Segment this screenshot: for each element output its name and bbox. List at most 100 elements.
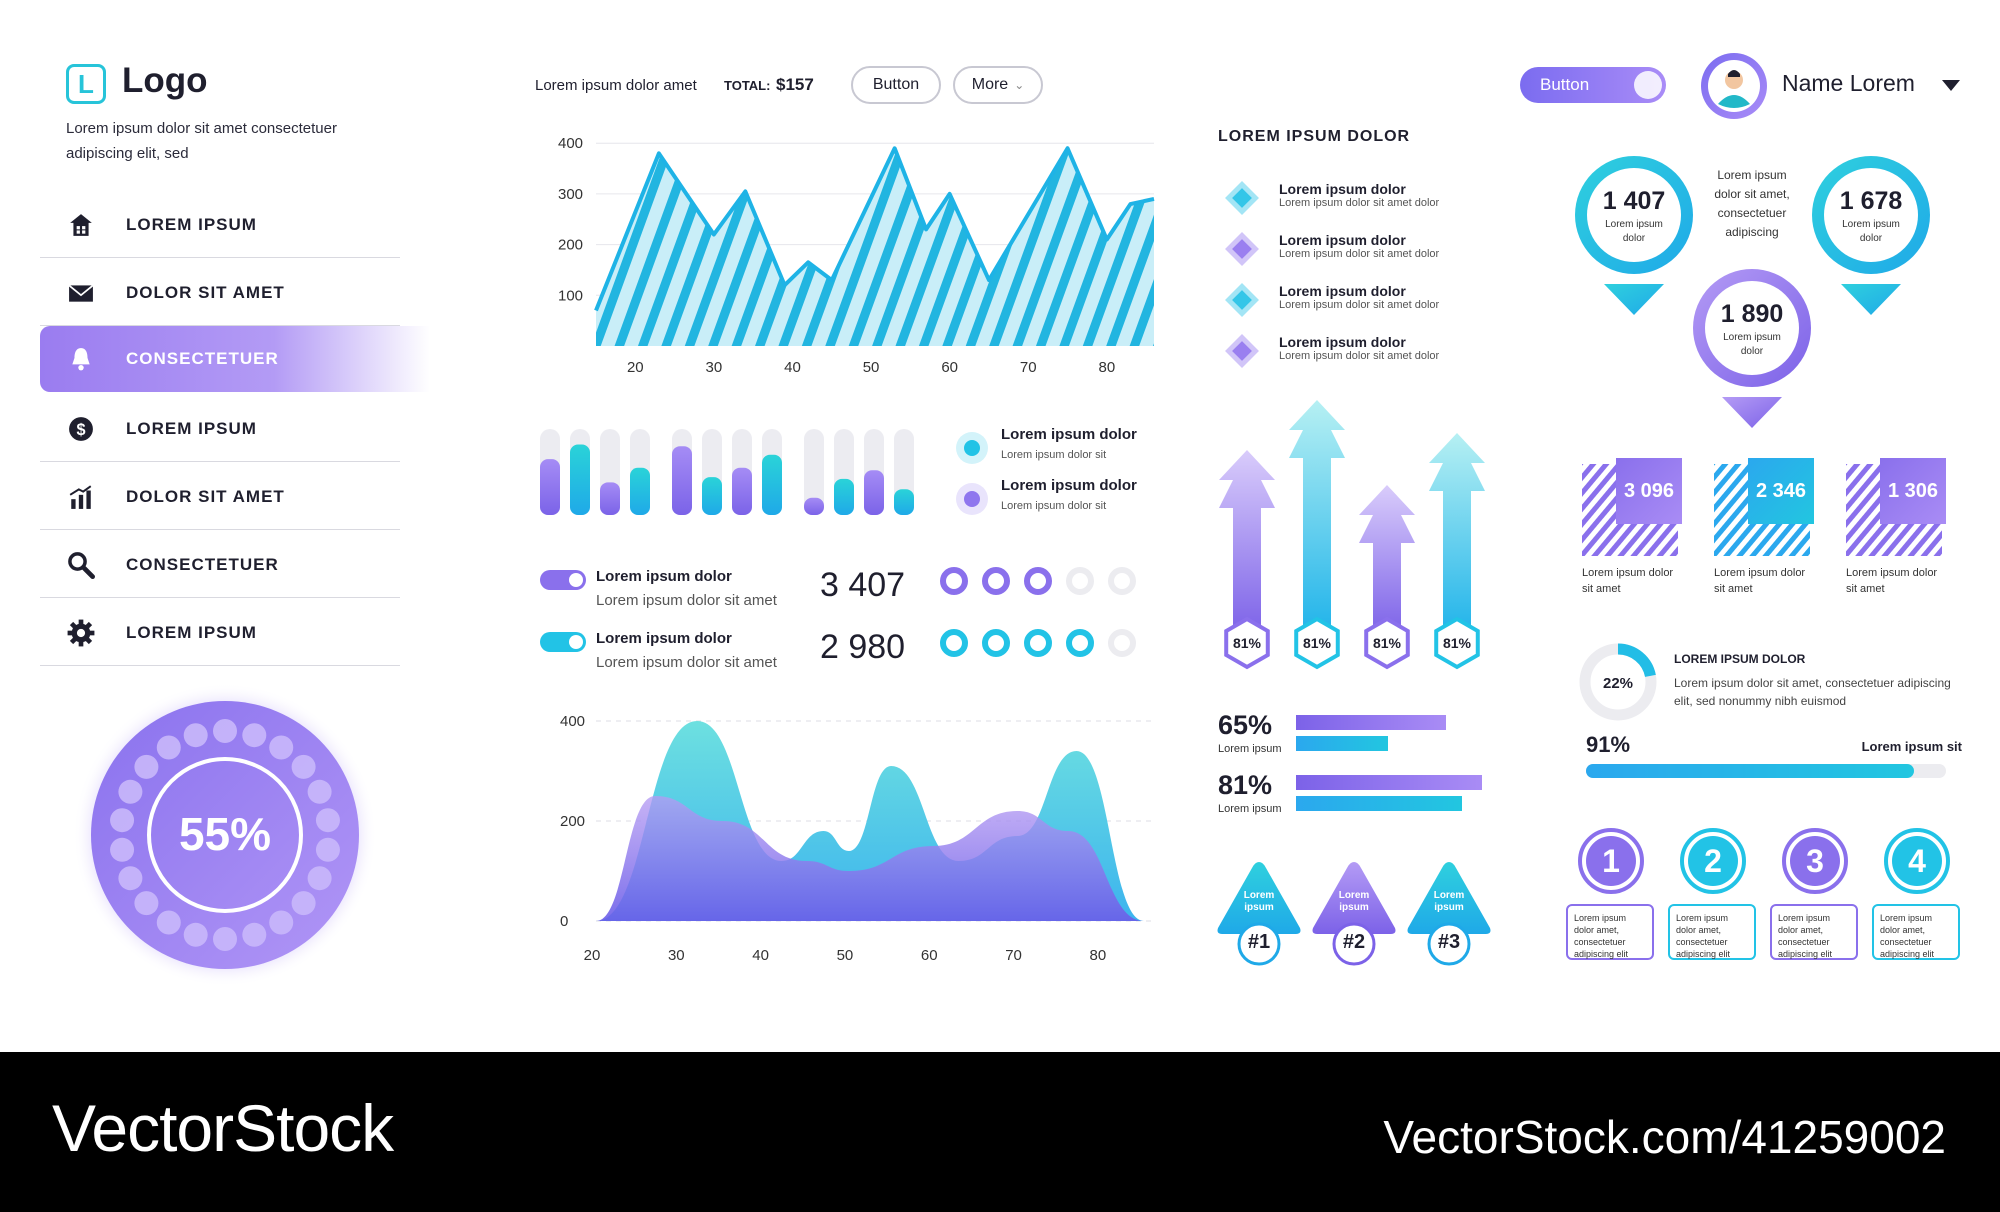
logo-text: Logo	[122, 61, 208, 100]
step-number: 4	[1892, 836, 1942, 886]
gauge-dot	[242, 922, 267, 947]
sidebar-item-label: CONSECTETUER	[126, 349, 279, 368]
tagline: Lorem ipsum dolor sit amet consectetuer …	[66, 120, 337, 162]
step-badge: 3	[1782, 828, 1848, 894]
list-item-subtitle: Lorem ipsum dolor sit amet dolor	[1279, 248, 1440, 260]
square-caption: Lorem ipsum dolor sit amet	[1846, 567, 1938, 595]
hbar-percent: 81%	[1218, 770, 1273, 800]
step-badge: 2	[1680, 828, 1746, 894]
donut-title: LOREM IPSUM DOLOR	[1674, 652, 1806, 666]
list-item-title: Lorem ipsum dolor	[1279, 232, 1406, 248]
svg-text:$: $	[76, 420, 85, 438]
mail-icon	[66, 278, 96, 308]
x-tick-label: 80	[1090, 947, 1107, 964]
square-value: 3 096	[1623, 480, 1675, 502]
pin-subtitle: Lorem ipsum dolor	[1842, 219, 1900, 244]
dollar-icon: $	[66, 414, 96, 444]
rating-dot	[982, 629, 1010, 657]
summary-text: Lorem ipsum dolor amet	[535, 77, 697, 94]
gauge-dot	[269, 735, 294, 760]
hexagon-badge	[1364, 616, 1410, 670]
step-text: Lorem ipsum dolor amet, consectetuer adi…	[1770, 904, 1858, 960]
hbar-fill-cyan	[1296, 796, 1462, 811]
arrow-percent: 81%	[1373, 635, 1402, 651]
donut-text: Lorem ipsum dolor sit amet, consectetuer…	[1674, 676, 1951, 708]
progress-label: Lorem ipsum sit	[1861, 739, 1962, 754]
bar-track	[804, 429, 824, 515]
progress-track	[1586, 764, 1946, 778]
y-tick-label: 200	[558, 237, 583, 254]
row-subtitle: Lorem ipsum dolor sit amet	[596, 592, 777, 609]
arrow-percent: 81%	[1303, 635, 1332, 651]
progress-value: 91%	[1586, 732, 1631, 757]
square-value: 1 306	[1887, 480, 1939, 502]
gauge-dot	[269, 910, 294, 935]
toggle-button[interactable]: Button	[1520, 67, 1666, 103]
bar	[762, 454, 782, 515]
arrow-shape	[1219, 450, 1275, 635]
more-dropdown[interactable]: More ⌄	[953, 66, 1043, 104]
total-value: $157	[776, 75, 814, 94]
triangle-text: Lorem ipsum	[1243, 890, 1275, 913]
legend-subtitle: Lorem ipsum dolor sit	[1001, 500, 1107, 512]
x-tick-label: 70	[1020, 359, 1037, 376]
hbar-fill-purple	[1296, 715, 1446, 730]
step-number: 3	[1790, 836, 1840, 886]
list-item-title: Lorem ipsum dolor	[1279, 283, 1406, 299]
gauge-dot	[134, 891, 159, 916]
stat-square-graphic	[1714, 458, 1818, 558]
gauge-dot	[118, 779, 143, 804]
sidebar-item-1[interactable]: DOLOR SIT AMET	[40, 260, 400, 326]
hexagon-badge	[1434, 616, 1480, 670]
bar	[600, 482, 620, 515]
sidebar-item-4[interactable]: DOLOR SIT AMET	[40, 464, 400, 530]
toggle-switch[interactable]	[540, 570, 586, 590]
avatar[interactable]	[1700, 52, 1768, 120]
list-item-subtitle: Lorem ipsum dolor sit amet dolor	[1279, 197, 1440, 209]
sidebar-item-5[interactable]: CONSECTETUER	[40, 532, 400, 598]
bar	[672, 446, 692, 515]
wave-area-chart: 400 200 0 20 30 40 50 60 70 80	[560, 713, 1154, 964]
x-tick-label: 20	[627, 359, 644, 376]
row-value: 3 407	[820, 566, 906, 604]
ranking-triangle	[1311, 860, 1397, 970]
arrow-infographic: 81% 81% 81% 81%	[1219, 400, 1485, 670]
step-text: Lorem ipsum dolor amet, consectetuer adi…	[1668, 904, 1756, 960]
diamond-icon	[1222, 229, 1262, 269]
x-tick-label: 70	[1005, 947, 1022, 964]
footer-brand: VectorStock	[52, 1091, 394, 1165]
triangle-rank: #2	[1342, 931, 1366, 953]
pin-marker	[1809, 153, 1933, 323]
rating-dot	[1108, 567, 1136, 595]
step-number: 1	[1586, 836, 1636, 886]
sidebar-item-label: LOREM IPSUM	[126, 418, 257, 438]
legend-marker-icon	[956, 483, 988, 515]
gauge-dot	[183, 723, 208, 748]
sidebar-item-0[interactable]: LOREM IPSUM	[40, 192, 400, 258]
toggle-switch[interactable]	[540, 632, 586, 652]
x-tick-label: 40	[752, 947, 769, 964]
donut-value: 22%	[1603, 675, 1633, 692]
home-icon	[66, 210, 96, 240]
sidebar-item-label: LOREM IPSUM	[126, 214, 257, 234]
sidebar-item-6[interactable]: LOREM IPSUM	[40, 600, 400, 666]
bar	[630, 467, 650, 515]
step-text: Lorem ipsum dolor amet, consectetuer adi…	[1872, 904, 1960, 960]
row-title: Lorem ipsum dolor	[596, 568, 732, 585]
arrow-percent: 81%	[1233, 635, 1262, 651]
diamond-icon	[1222, 178, 1262, 218]
bar-chart-icon	[66, 482, 96, 512]
primary-button[interactable]: Button	[851, 66, 941, 104]
rating-dot	[1066, 629, 1094, 657]
legend-title: Lorem ipsum dolor	[1001, 426, 1137, 443]
chevron-down-icon: ⌄	[1014, 78, 1025, 92]
pin-value: 1 407	[1602, 187, 1666, 215]
bar	[540, 459, 560, 515]
caret-down-icon[interactable]	[1942, 80, 1960, 91]
sidebar-item-2[interactable]: CONSECTETUER	[40, 326, 430, 392]
y-tick-label: 400	[558, 135, 583, 152]
legend-title: Lorem ipsum dolor	[1001, 477, 1137, 494]
more-label: More	[971, 76, 1009, 93]
sidebar-item-3[interactable]: $ LOREM IPSUM	[40, 396, 400, 462]
legend-marker-icon	[956, 432, 988, 464]
